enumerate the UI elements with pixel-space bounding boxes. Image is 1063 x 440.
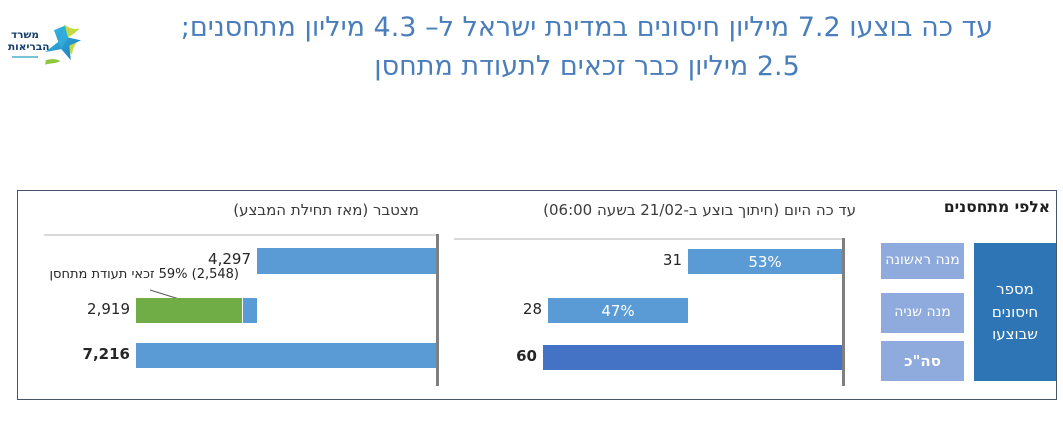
legend-dose2-box: מנה שניה	[881, 293, 964, 333]
chart-cumulative-plot-border	[44, 234, 438, 236]
moh-star-icon	[45, 24, 82, 65]
bar-value-label: 7,216	[82, 345, 130, 363]
logo-text-line1: משרד	[10, 29, 40, 42]
bar-dose1: 53%	[688, 249, 842, 274]
units-label: אלפי מתחסנים	[943, 198, 1050, 216]
logo-tagline-line	[12, 55, 38, 58]
moh-logo: משרד הבריאות	[8, 10, 84, 78]
legend-dose1-box: מנה ראשונה	[881, 243, 964, 279]
chart-today-plot-border	[454, 238, 844, 240]
bar-value-label: 31	[662, 251, 682, 269]
page-title-line1: עד כה בוצעו 7.2 מיליון חיסונים במדינת יש…	[180, 12, 994, 43]
bar-dose2	[136, 298, 257, 323]
bar-dose1	[257, 248, 436, 274]
chart-cumulative-axis	[436, 234, 439, 386]
bar-value-label: 60	[516, 347, 537, 365]
certificate-eligible-segment	[136, 298, 242, 323]
remainder-segment	[243, 298, 257, 323]
legend-metric-box: מספר חיסונים שבוצעו	[974, 243, 1056, 381]
moh-logo-text: משרד הבריאות	[8, 29, 50, 58]
chart-today-axis	[842, 238, 845, 386]
page-title: עד כה בוצעו 7.2 מיליון חיסונים במדינת יש…	[118, 8, 1056, 86]
bar-value-label: 4,297	[208, 250, 251, 268]
bar-total	[136, 343, 436, 368]
chart-panel: אלפי מתחסנים מספר חיסונים שבוצעו מנה ראש…	[17, 190, 1057, 400]
bar-percent-label: 47%	[601, 301, 635, 320]
chart-today-title: עד כה היום (חיתוך בוצע ב-21/02 בשעה 06:0…	[543, 201, 856, 219]
page-title-line2: 2.5 מיליון כבר זכאים לתעודת מתחסן	[374, 51, 800, 82]
certificate-annotation: (2,548) 59% זכאי תעודת מתחסן	[49, 267, 240, 282]
bar-percent-label: 53%	[748, 252, 782, 271]
bar-total	[543, 345, 842, 370]
bar-dose2: 47%	[548, 298, 688, 323]
chart-cumulative-title: מצטבר (מאז תחילת המבצע)	[233, 201, 419, 219]
logo-text-line2: הבריאות	[8, 41, 50, 53]
legend-total-box: סה"כ	[881, 341, 964, 381]
bar-value-label: 2,919	[87, 300, 130, 318]
bar-value-label: 28	[522, 300, 542, 318]
